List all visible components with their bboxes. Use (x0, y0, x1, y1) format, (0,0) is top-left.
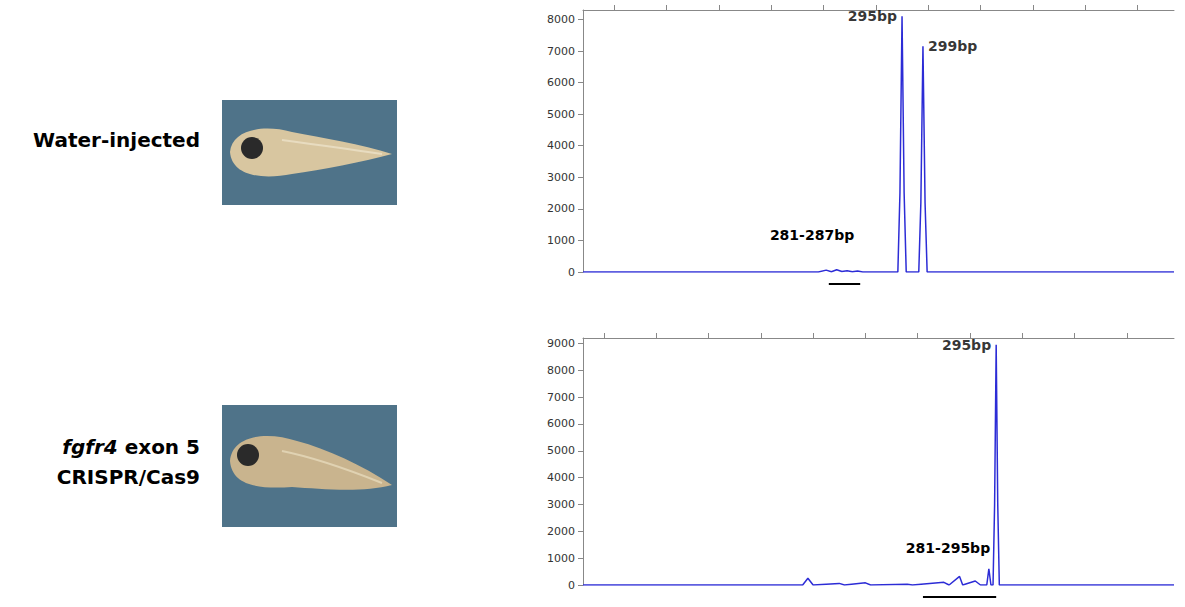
svg-text:3000: 3000 (547, 498, 575, 511)
svg-text:1000: 1000 (547, 552, 575, 565)
svg-text:7000: 7000 (547, 391, 575, 404)
svg-text:295bp: 295bp (942, 337, 991, 353)
svg-text:9000: 9000 (547, 337, 575, 350)
svg-text:8000: 8000 (547, 364, 575, 377)
svg-text:281-295bp: 281-295bp (906, 540, 990, 556)
html-text:CRISPR/Cas9: CRISPR/Cas9 (56, 465, 200, 489)
svg-text:8000: 8000 (547, 13, 575, 26)
svg-text:281-287bp: 281-287bp (770, 227, 854, 243)
svg-text:1000: 1000 (547, 234, 575, 247)
html-text:Water-injected: Water-injected (33, 128, 200, 152)
svg-text:2000: 2000 (547, 202, 575, 215)
svg-text:2000: 2000 (547, 525, 575, 538)
html-text:fgfr4 exon 5: fgfr4 exon 5 (62, 435, 200, 459)
svg-text:4000: 4000 (547, 139, 575, 152)
svg-text:295bp: 295bp (848, 8, 897, 24)
svg-text:6000: 6000 (547, 76, 575, 89)
svg-text:5000: 5000 (547, 444, 575, 457)
svg-text:0: 0 (568, 266, 575, 279)
svg-text:5000: 5000 (547, 108, 575, 121)
svg-text:3000: 3000 (547, 171, 575, 184)
svg-text:7000: 7000 (547, 45, 575, 58)
svg-text:299bp: 299bp (928, 38, 977, 54)
svg-text:4000: 4000 (547, 471, 575, 484)
svg-text:6000: 6000 (547, 417, 575, 430)
svg-text:0: 0 (568, 579, 575, 592)
